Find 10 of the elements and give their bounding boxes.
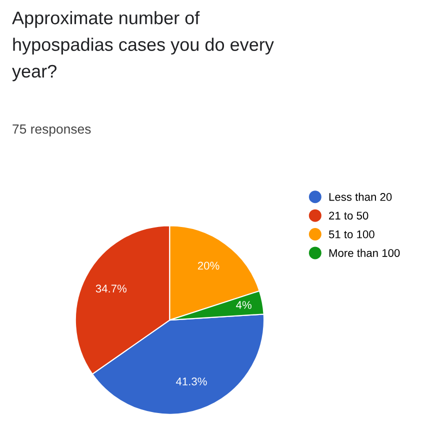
data-label: 20% (198, 262, 220, 270)
legend-label: Less than 20 (329, 192, 392, 201)
data-label: 34.7% (96, 284, 127, 293)
data-label: 4% (236, 301, 252, 309)
chart-title: Approximate number of hypospadias cases you do every year? (12, 11, 274, 82)
legend-label: 51 to 100 (328, 230, 374, 238)
data-label: 41.3% (176, 378, 207, 386)
legend-label: More than 100 (329, 248, 400, 257)
legend-label: 21 to 50 (329, 212, 368, 220)
chart-subtitle: 75 responses (12, 124, 91, 136)
